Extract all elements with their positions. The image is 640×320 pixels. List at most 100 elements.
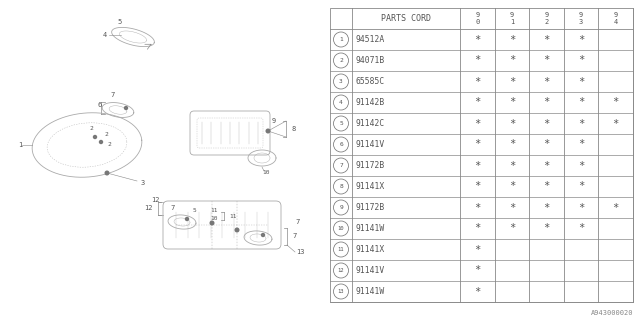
Text: 1: 1 [18,142,22,148]
Text: 7: 7 [339,163,343,168]
Text: 8: 8 [291,126,295,132]
Text: 11: 11 [338,247,344,252]
Text: 91172B: 91172B [356,203,385,212]
Text: *: * [474,286,481,297]
Text: 94512A: 94512A [356,35,385,44]
Text: 3: 3 [339,79,343,84]
Text: 6: 6 [98,102,102,108]
Circle shape [93,135,97,139]
Text: *: * [474,223,481,234]
Text: *: * [474,140,481,149]
Circle shape [210,221,214,225]
Text: 8: 8 [339,184,343,189]
Text: *: * [509,98,515,108]
Text: 65585C: 65585C [356,77,385,86]
Text: 4: 4 [103,32,107,38]
Text: 91142C: 91142C [356,119,385,128]
Text: *: * [578,35,584,44]
Bar [330,8,633,302]
Text: *: * [578,223,584,234]
Text: 5: 5 [339,121,343,126]
Text: *: * [509,161,515,171]
Text: 3: 3 [141,180,145,186]
Text: *: * [612,98,619,108]
Text: 5: 5 [118,19,122,25]
Text: 4: 4 [339,100,343,105]
Text: 7: 7 [295,219,300,225]
Text: *: * [578,203,584,212]
Text: *: * [509,181,515,191]
Text: *: * [509,223,515,234]
Circle shape [105,171,109,175]
Text: *: * [509,118,515,129]
Text: 10: 10 [262,171,269,175]
Text: 2: 2 [104,132,108,137]
Text: 7: 7 [111,92,115,98]
Text: A943000020: A943000020 [591,310,633,316]
Text: *: * [474,161,481,171]
Text: 9
4: 9 4 [614,12,618,25]
Text: *: * [578,181,584,191]
Text: 5: 5 [192,207,196,212]
Text: 91141W: 91141W [356,287,385,296]
Text: *: * [474,181,481,191]
Text: *: * [509,140,515,149]
Text: *: * [509,55,515,66]
Text: 10: 10 [338,226,344,231]
Text: *: * [474,266,481,276]
Text: *: * [578,140,584,149]
Text: 13: 13 [296,249,304,255]
Text: 9: 9 [339,205,343,210]
Text: 1: 1 [339,37,343,42]
Text: 9: 9 [272,118,276,124]
Text: *: * [578,55,584,66]
Text: 91141X: 91141X [356,245,385,254]
Text: *: * [612,203,619,212]
Text: 7: 7 [292,234,296,239]
Text: *: * [474,35,481,44]
Text: 2: 2 [89,126,93,132]
Text: *: * [474,118,481,129]
Text: *: * [543,181,550,191]
Text: *: * [578,76,584,86]
Circle shape [186,218,189,220]
Circle shape [266,129,270,133]
Text: *: * [543,203,550,212]
Text: *: * [543,35,550,44]
Text: 12: 12 [338,268,344,273]
Text: 91141W: 91141W [356,224,385,233]
Text: *: * [543,55,550,66]
Text: *: * [474,76,481,86]
Circle shape [262,234,264,236]
Text: 91141X: 91141X [356,182,385,191]
Text: *: * [474,98,481,108]
Text: 9
3: 9 3 [579,12,583,25]
Text: 91142B: 91142B [356,98,385,107]
Text: *: * [474,55,481,66]
Text: 13: 13 [338,289,344,294]
Text: *: * [543,98,550,108]
Text: 11: 11 [211,209,218,213]
Text: *: * [543,76,550,86]
Circle shape [125,107,127,109]
Text: *: * [543,118,550,129]
Circle shape [99,140,102,143]
Text: *: * [578,98,584,108]
Text: 9
1: 9 1 [510,12,514,25]
Text: 12: 12 [152,197,160,203]
Text: 6: 6 [339,142,343,147]
Text: 91141V: 91141V [356,266,385,275]
Text: 7: 7 [171,205,175,211]
Text: 10: 10 [211,217,218,221]
Text: *: * [612,118,619,129]
Text: *: * [578,161,584,171]
Text: *: * [509,76,515,86]
Text: 11: 11 [229,213,237,219]
Text: 91172B: 91172B [356,161,385,170]
Text: 12: 12 [145,205,153,212]
Text: 9
0: 9 0 [475,12,479,25]
Text: *: * [509,203,515,212]
Text: *: * [474,244,481,254]
Text: *: * [578,118,584,129]
Text: *: * [543,223,550,234]
